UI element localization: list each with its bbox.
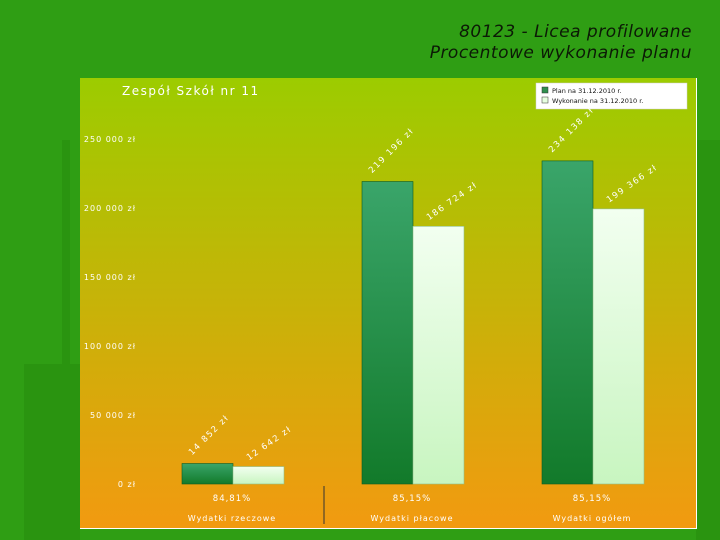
bar-wykonanie-0 <box>232 466 285 485</box>
slide-title-line-1: 80123 - Licea profilowane <box>459 22 692 42</box>
category-label: Wydatki ogółem <box>553 513 632 523</box>
y-tick-label: 100 000 zł <box>84 342 136 351</box>
background-band-lower-left <box>24 364 80 540</box>
bar-chart: Zespół Szkół nr 11 Plan na 31.12.2010 r.… <box>80 78 696 528</box>
legend-label-wykonanie: Wykonanie na 31.12.2010 r. <box>552 97 643 105</box>
y-tick-label: 0 zł <box>118 480 136 489</box>
bar-plan-0 <box>181 463 234 485</box>
bar-wykonanie-2 <box>592 208 645 485</box>
percentage-label: 85,15% <box>573 494 611 504</box>
slide-title: 80123 - Licea profilowane Procentowe wyk… <box>172 22 692 64</box>
bar-wykonanie-1 <box>412 226 465 485</box>
legend-swatch-wykonanie <box>541 96 549 104</box>
slide-title-line-2: Procentowe wykonanie planu <box>429 43 692 63</box>
bar-plan-1 <box>361 181 414 485</box>
bar-plan-2 <box>541 160 594 485</box>
chart-panel: Zespół Szkół nr 11 Plan na 31.12.2010 r.… <box>80 78 697 529</box>
y-tick-label: 50 000 zł <box>90 411 136 420</box>
category-axis: 84,81% Wydatki rzeczowe 85,15% Wydatki płac… <box>188 486 632 524</box>
chart-title: Zespół Szkół nr 11 <box>122 84 260 98</box>
percentage-label: 85,15% <box>393 494 431 504</box>
y-axis: 0 zł 50 000 zł 100 000 zł 150 000 zł 200 000… <box>84 135 136 489</box>
legend-label-plan: Plan na 31.12.2010 r. <box>552 87 622 95</box>
legend: Plan na 31.12.2010 r. Wykonanie na 31.12… <box>535 82 688 110</box>
legend-box <box>535 82 688 110</box>
category-label: Wydatki płacowe <box>370 514 453 523</box>
y-tick-label: 250 000 zł <box>84 135 136 144</box>
background-band-right <box>696 140 720 540</box>
bars <box>181 160 645 485</box>
y-tick-label: 200 000 zł <box>84 204 136 213</box>
percentage-label: 84,81% <box>213 494 251 504</box>
background-band-left <box>62 140 70 540</box>
legend-swatch-plan <box>541 86 549 94</box>
category-label: Wydatki rzeczowe <box>188 514 276 523</box>
y-tick-label: 150 000 zł <box>84 273 136 282</box>
